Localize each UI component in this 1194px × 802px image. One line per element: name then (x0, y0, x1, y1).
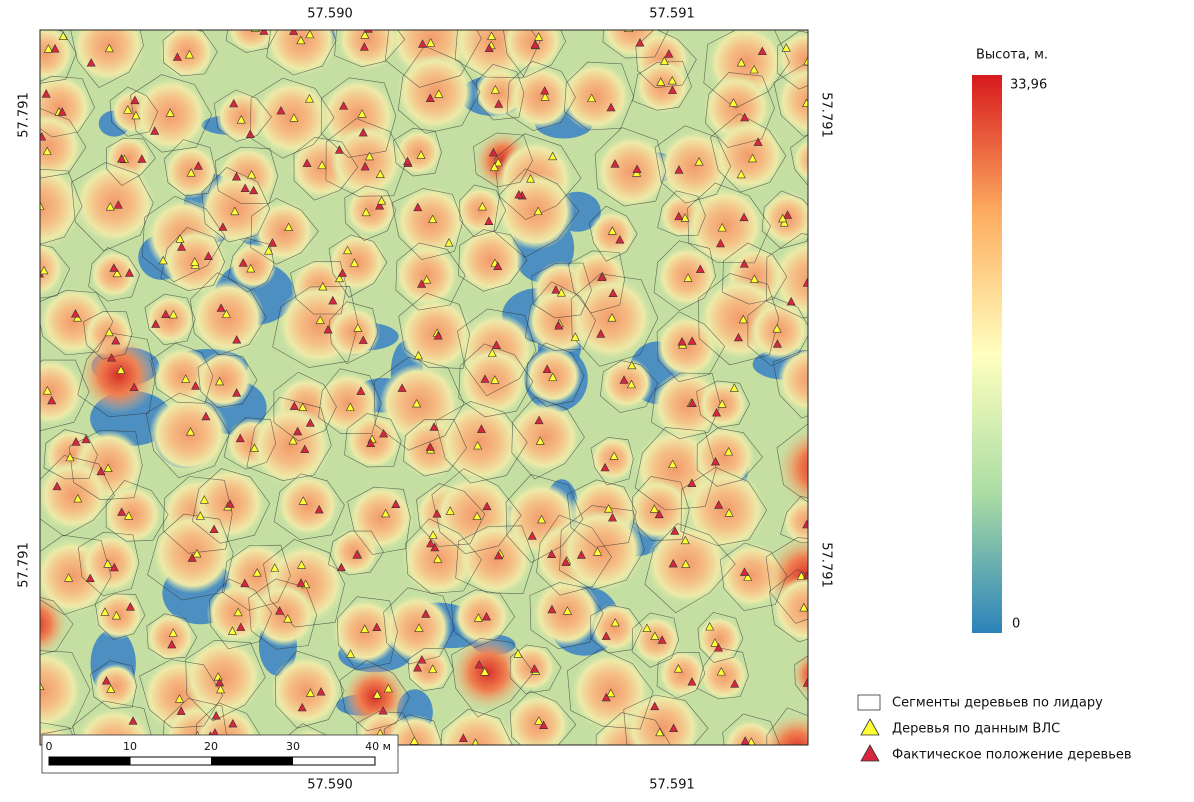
tree-marker (27, 607, 35, 615)
crown (596, 135, 669, 208)
crown (777, 66, 847, 136)
crown (793, 137, 838, 182)
tree-marker (812, 505, 820, 513)
crown (396, 129, 442, 175)
tree-marker (818, 459, 826, 467)
legend-item: Фактическое положение деревьев (892, 748, 1132, 763)
tree-marker (820, 482, 828, 490)
tree-marker (428, 14, 436, 22)
crown (395, 244, 458, 307)
coord-label: 57.591 (649, 778, 695, 793)
tree-marker (625, 24, 633, 32)
crown (331, 528, 378, 575)
legend-item: Деревья по данным ВЛС (892, 722, 1060, 737)
colorbar-ramp (972, 75, 1002, 633)
crown (3, 592, 67, 656)
coord-label: 57.590 (307, 778, 353, 793)
scale-label: 0 (46, 740, 53, 753)
colorbar-min: 0 (1012, 617, 1020, 632)
coord-label: 57.591 (649, 7, 695, 22)
coord-label: 57.590 (307, 7, 353, 22)
colorbar: Высота, м. 33,96 0 (972, 48, 1048, 634)
crown (457, 227, 524, 294)
coord-label: 57.791 (17, 542, 32, 588)
coord-label: 57.791 (17, 92, 32, 138)
scale-label: 40 м (365, 740, 391, 753)
tree-marker (812, 668, 820, 676)
crown (82, 534, 140, 592)
colorbar-max: 33,96 (1010, 78, 1047, 93)
crown (7, 240, 63, 296)
tree-marker (623, 747, 631, 755)
tree-marker (28, 264, 36, 272)
crown (625, 691, 700, 766)
legend: Сегменты деревьев по лидару Деревья по д… (858, 695, 1132, 763)
crown (17, 25, 73, 81)
crown (328, 233, 386, 291)
colorbar-title: Высота, м. (976, 48, 1048, 63)
crown (792, 651, 839, 698)
tree-marker (818, 680, 826, 688)
crown (561, 62, 630, 131)
tree-marker (818, 378, 826, 386)
tree-marker (810, 271, 818, 279)
crown (659, 651, 706, 698)
crown (778, 427, 859, 508)
tree-marker (404, 749, 412, 757)
crown (406, 647, 451, 692)
crown (454, 589, 510, 645)
tree-marker (826, 162, 834, 170)
crown (80, 336, 158, 414)
scale-label: 20 (204, 740, 218, 753)
tree-marker (26, 620, 34, 628)
tree-marker (813, 156, 821, 164)
crown (508, 644, 555, 691)
tree-marker (821, 161, 829, 169)
tree-marker (783, 757, 791, 765)
height-raster (0, 0, 869, 794)
scale-label: 30 (286, 740, 300, 753)
tree-marker (25, 196, 33, 204)
tree-marker (796, 750, 804, 758)
tree-marker (812, 605, 820, 613)
map-page: 57.590 57.591 57.590 57.591 57.791 57.79… (0, 0, 1194, 798)
crown (503, 12, 563, 72)
scalebar: 0 10 20 30 40 м (42, 735, 398, 773)
crown (146, 613, 194, 661)
crown (438, 708, 516, 786)
scale-label: 10 (123, 740, 137, 753)
coord-label: 57.791 (819, 92, 834, 138)
tree-marker (32, 696, 40, 704)
crown (713, 120, 784, 191)
tree-marker (642, 752, 650, 760)
tree-marker (364, 25, 372, 33)
crown (74, 162, 155, 243)
crown (635, 59, 689, 113)
crown (93, 664, 138, 709)
tree-marker (815, 63, 823, 71)
crown (439, 402, 520, 483)
tree-marker (811, 377, 819, 385)
crown (700, 652, 748, 700)
legend-item: Сегменты деревьев по лидару (892, 696, 1103, 711)
crown (159, 24, 214, 79)
coord-label: 57.791 (819, 542, 834, 588)
